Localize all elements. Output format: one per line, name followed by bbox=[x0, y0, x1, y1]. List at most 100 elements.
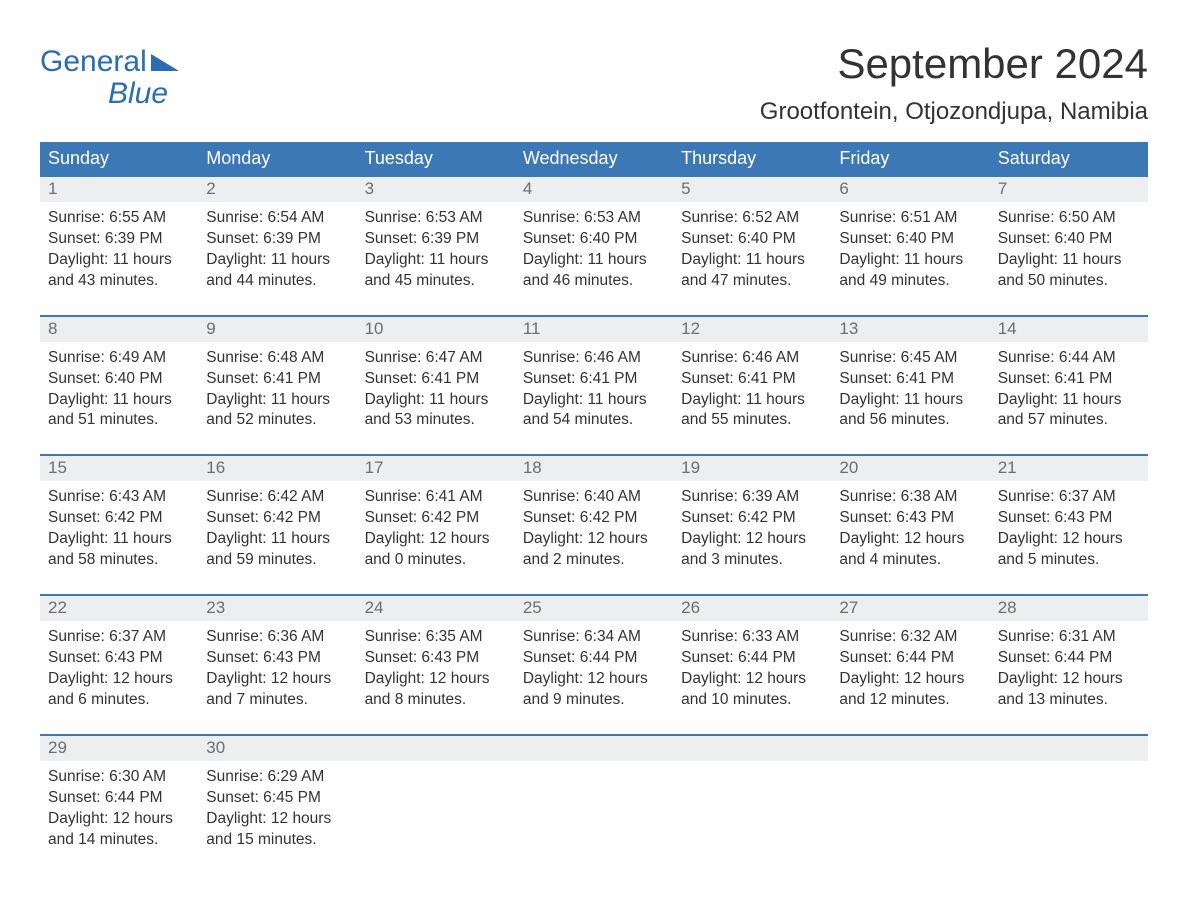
brand-logo: General Blue bbox=[40, 40, 179, 109]
day-number: 7 bbox=[990, 177, 1148, 202]
day-number: 3 bbox=[357, 177, 515, 202]
day-details: Sunrise: 6:29 AMSunset: 6:45 PMDaylight:… bbox=[198, 761, 356, 855]
daylight-line1: Daylight: 11 hours bbox=[48, 390, 190, 411]
daylight-line2: and 52 minutes. bbox=[206, 410, 348, 431]
day-details: Sunrise: 6:36 AMSunset: 6:43 PMDaylight:… bbox=[198, 621, 356, 715]
sunset-text: Sunset: 6:44 PM bbox=[998, 648, 1140, 669]
day-details: Sunrise: 6:46 AMSunset: 6:41 PMDaylight:… bbox=[515, 342, 673, 436]
sunset-text: Sunset: 6:39 PM bbox=[206, 229, 348, 250]
sunrise-text: Sunrise: 6:45 AM bbox=[839, 348, 981, 369]
sunrise-text: Sunrise: 6:43 AM bbox=[48, 487, 190, 508]
day-details: Sunrise: 6:45 AMSunset: 6:41 PMDaylight:… bbox=[831, 342, 989, 436]
sunrise-text: Sunrise: 6:52 AM bbox=[681, 208, 823, 229]
day-cell bbox=[515, 735, 673, 855]
day-cell: 8Sunrise: 6:49 AMSunset: 6:40 PMDaylight… bbox=[40, 316, 198, 436]
day-details: Sunrise: 6:34 AMSunset: 6:44 PMDaylight:… bbox=[515, 621, 673, 715]
sunrise-text: Sunrise: 6:53 AM bbox=[365, 208, 507, 229]
daylight-line2: and 0 minutes. bbox=[365, 550, 507, 571]
day-details: Sunrise: 6:51 AMSunset: 6:40 PMDaylight:… bbox=[831, 202, 989, 296]
week-row: 8Sunrise: 6:49 AMSunset: 6:40 PMDaylight… bbox=[40, 316, 1148, 436]
sunset-text: Sunset: 6:43 PM bbox=[206, 648, 348, 669]
week-row: 22Sunrise: 6:37 AMSunset: 6:43 PMDayligh… bbox=[40, 595, 1148, 715]
daylight-line2: and 13 minutes. bbox=[998, 690, 1140, 711]
day-number: 16 bbox=[198, 456, 356, 481]
sunset-text: Sunset: 6:44 PM bbox=[523, 648, 665, 669]
day-details: Sunrise: 6:35 AMSunset: 6:43 PMDaylight:… bbox=[357, 621, 515, 715]
daylight-line2: and 9 minutes. bbox=[523, 690, 665, 711]
sunrise-text: Sunrise: 6:48 AM bbox=[206, 348, 348, 369]
day-cell: 23Sunrise: 6:36 AMSunset: 6:43 PMDayligh… bbox=[198, 595, 356, 715]
sunrise-text: Sunrise: 6:46 AM bbox=[523, 348, 665, 369]
daylight-line2: and 57 minutes. bbox=[998, 410, 1140, 431]
sunrise-text: Sunrise: 6:39 AM bbox=[681, 487, 823, 508]
daylight-line1: Daylight: 11 hours bbox=[365, 390, 507, 411]
sunset-text: Sunset: 6:40 PM bbox=[839, 229, 981, 250]
day-cell: 15Sunrise: 6:43 AMSunset: 6:42 PMDayligh… bbox=[40, 455, 198, 575]
daylight-line1: Daylight: 11 hours bbox=[206, 250, 348, 271]
daylight-line2: and 15 minutes. bbox=[206, 830, 348, 851]
day-number: 22 bbox=[40, 596, 198, 621]
day-details: Sunrise: 6:30 AMSunset: 6:44 PMDaylight:… bbox=[40, 761, 198, 855]
day-cell: 29Sunrise: 6:30 AMSunset: 6:44 PMDayligh… bbox=[40, 735, 198, 855]
sunset-text: Sunset: 6:43 PM bbox=[365, 648, 507, 669]
sunrise-text: Sunrise: 6:35 AM bbox=[365, 627, 507, 648]
week-row: 15Sunrise: 6:43 AMSunset: 6:42 PMDayligh… bbox=[40, 455, 1148, 575]
day-details: Sunrise: 6:40 AMSunset: 6:42 PMDaylight:… bbox=[515, 481, 673, 575]
daylight-line2: and 55 minutes. bbox=[681, 410, 823, 431]
daylight-line1: Daylight: 11 hours bbox=[48, 250, 190, 271]
day-details: Sunrise: 6:41 AMSunset: 6:42 PMDaylight:… bbox=[357, 481, 515, 575]
sunrise-text: Sunrise: 6:47 AM bbox=[365, 348, 507, 369]
daylight-line1: Daylight: 11 hours bbox=[839, 250, 981, 271]
day-details: Sunrise: 6:55 AMSunset: 6:39 PMDaylight:… bbox=[40, 202, 198, 296]
sunrise-text: Sunrise: 6:51 AM bbox=[839, 208, 981, 229]
day-cell: 19Sunrise: 6:39 AMSunset: 6:42 PMDayligh… bbox=[673, 455, 831, 575]
daylight-line1: Daylight: 12 hours bbox=[365, 669, 507, 690]
sunset-text: Sunset: 6:42 PM bbox=[48, 508, 190, 529]
day-number: 27 bbox=[831, 596, 989, 621]
daylight-line2: and 8 minutes. bbox=[365, 690, 507, 711]
day-cell: 21Sunrise: 6:37 AMSunset: 6:43 PMDayligh… bbox=[990, 455, 1148, 575]
day-cell: 30Sunrise: 6:29 AMSunset: 6:45 PMDayligh… bbox=[198, 735, 356, 855]
day-cell: 11Sunrise: 6:46 AMSunset: 6:41 PMDayligh… bbox=[515, 316, 673, 436]
day-details: Sunrise: 6:54 AMSunset: 6:39 PMDaylight:… bbox=[198, 202, 356, 296]
col-thursday: Thursday bbox=[673, 142, 831, 176]
day-details: Sunrise: 6:32 AMSunset: 6:44 PMDaylight:… bbox=[831, 621, 989, 715]
day-cell: 16Sunrise: 6:42 AMSunset: 6:42 PMDayligh… bbox=[198, 455, 356, 575]
day-cell: 28Sunrise: 6:31 AMSunset: 6:44 PMDayligh… bbox=[990, 595, 1148, 715]
day-details: Sunrise: 6:47 AMSunset: 6:41 PMDaylight:… bbox=[357, 342, 515, 436]
sunset-text: Sunset: 6:41 PM bbox=[681, 369, 823, 390]
day-number: 24 bbox=[357, 596, 515, 621]
day-number: 12 bbox=[673, 317, 831, 342]
day-cell: 9Sunrise: 6:48 AMSunset: 6:41 PMDaylight… bbox=[198, 316, 356, 436]
location-subtitle: Grootfontein, Otjozondjupa, Namibia bbox=[760, 98, 1148, 126]
col-saturday: Saturday bbox=[990, 142, 1148, 176]
day-cell: 20Sunrise: 6:38 AMSunset: 6:43 PMDayligh… bbox=[831, 455, 989, 575]
sunset-text: Sunset: 6:44 PM bbox=[681, 648, 823, 669]
sunrise-text: Sunrise: 6:41 AM bbox=[365, 487, 507, 508]
day-details: Sunrise: 6:52 AMSunset: 6:40 PMDaylight:… bbox=[673, 202, 831, 296]
sunset-text: Sunset: 6:41 PM bbox=[839, 369, 981, 390]
day-number: 19 bbox=[673, 456, 831, 481]
daylight-line2: and 50 minutes. bbox=[998, 271, 1140, 292]
day-cell bbox=[673, 735, 831, 855]
daylight-line1: Daylight: 12 hours bbox=[365, 529, 507, 550]
daylight-line1: Daylight: 12 hours bbox=[839, 529, 981, 550]
day-number: 26 bbox=[673, 596, 831, 621]
day-details: Sunrise: 6:38 AMSunset: 6:43 PMDaylight:… bbox=[831, 481, 989, 575]
daylight-line2: and 12 minutes. bbox=[839, 690, 981, 711]
daylight-line1: Daylight: 12 hours bbox=[998, 669, 1140, 690]
sunrise-text: Sunrise: 6:37 AM bbox=[998, 487, 1140, 508]
day-cell: 6Sunrise: 6:51 AMSunset: 6:40 PMDaylight… bbox=[831, 176, 989, 296]
daylight-line2: and 56 minutes. bbox=[839, 410, 981, 431]
day-details: Sunrise: 6:53 AMSunset: 6:40 PMDaylight:… bbox=[515, 202, 673, 296]
day-cell: 13Sunrise: 6:45 AMSunset: 6:41 PMDayligh… bbox=[831, 316, 989, 436]
week-row: 29Sunrise: 6:30 AMSunset: 6:44 PMDayligh… bbox=[40, 735, 1148, 855]
sunrise-calendar: Sunday Monday Tuesday Wednesday Thursday… bbox=[40, 142, 1148, 854]
day-details: Sunrise: 6:33 AMSunset: 6:44 PMDaylight:… bbox=[673, 621, 831, 715]
day-number: 9 bbox=[198, 317, 356, 342]
day-number: 30 bbox=[198, 736, 356, 761]
daylight-line1: Daylight: 12 hours bbox=[48, 809, 190, 830]
daylight-line2: and 44 minutes. bbox=[206, 271, 348, 292]
day-number: 1 bbox=[40, 177, 198, 202]
day-number: 23 bbox=[198, 596, 356, 621]
